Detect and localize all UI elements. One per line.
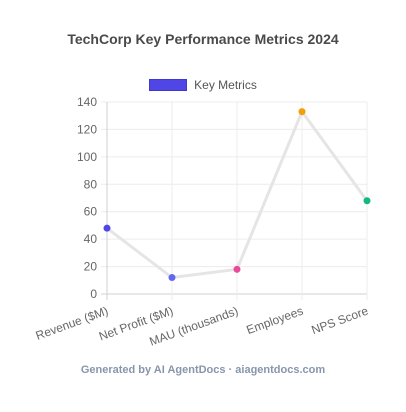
y-tick-label: 20 bbox=[84, 260, 98, 274]
y-tick-label: 0 bbox=[90, 287, 97, 301]
data-point bbox=[168, 274, 176, 282]
data-point bbox=[363, 197, 371, 205]
x-tick-label: NPS Score bbox=[309, 304, 370, 338]
y-tick-label: 140 bbox=[77, 95, 97, 109]
data-point bbox=[233, 265, 241, 273]
y-tick-labels: 0 20 40 60 80 100 120 140 bbox=[77, 95, 97, 301]
data-point bbox=[103, 224, 111, 232]
data-points bbox=[103, 108, 371, 282]
legend[interactable]: Key Metrics bbox=[0, 78, 406, 92]
y-tick-label: 100 bbox=[77, 150, 97, 164]
x-tick-label: Employees bbox=[244, 304, 305, 337]
y-tick-label: 80 bbox=[84, 177, 98, 191]
legend-label: Key Metrics bbox=[194, 78, 257, 92]
grid bbox=[101, 101, 368, 300]
chart-title: TechCorp Key Performance Metrics 2024 bbox=[67, 31, 339, 47]
legend-swatch bbox=[149, 79, 188, 91]
y-tick-label: 40 bbox=[84, 232, 98, 246]
y-tick-label: 60 bbox=[84, 205, 98, 219]
footer-credit: Generated by AI AgentDocs · aiagentdocs.… bbox=[80, 364, 326, 376]
x-tick-labels: Revenue ($M)Net Profit ($M)MAU (thousand… bbox=[34, 304, 371, 349]
y-tick-label: 120 bbox=[77, 122, 97, 136]
data-point bbox=[298, 108, 306, 116]
